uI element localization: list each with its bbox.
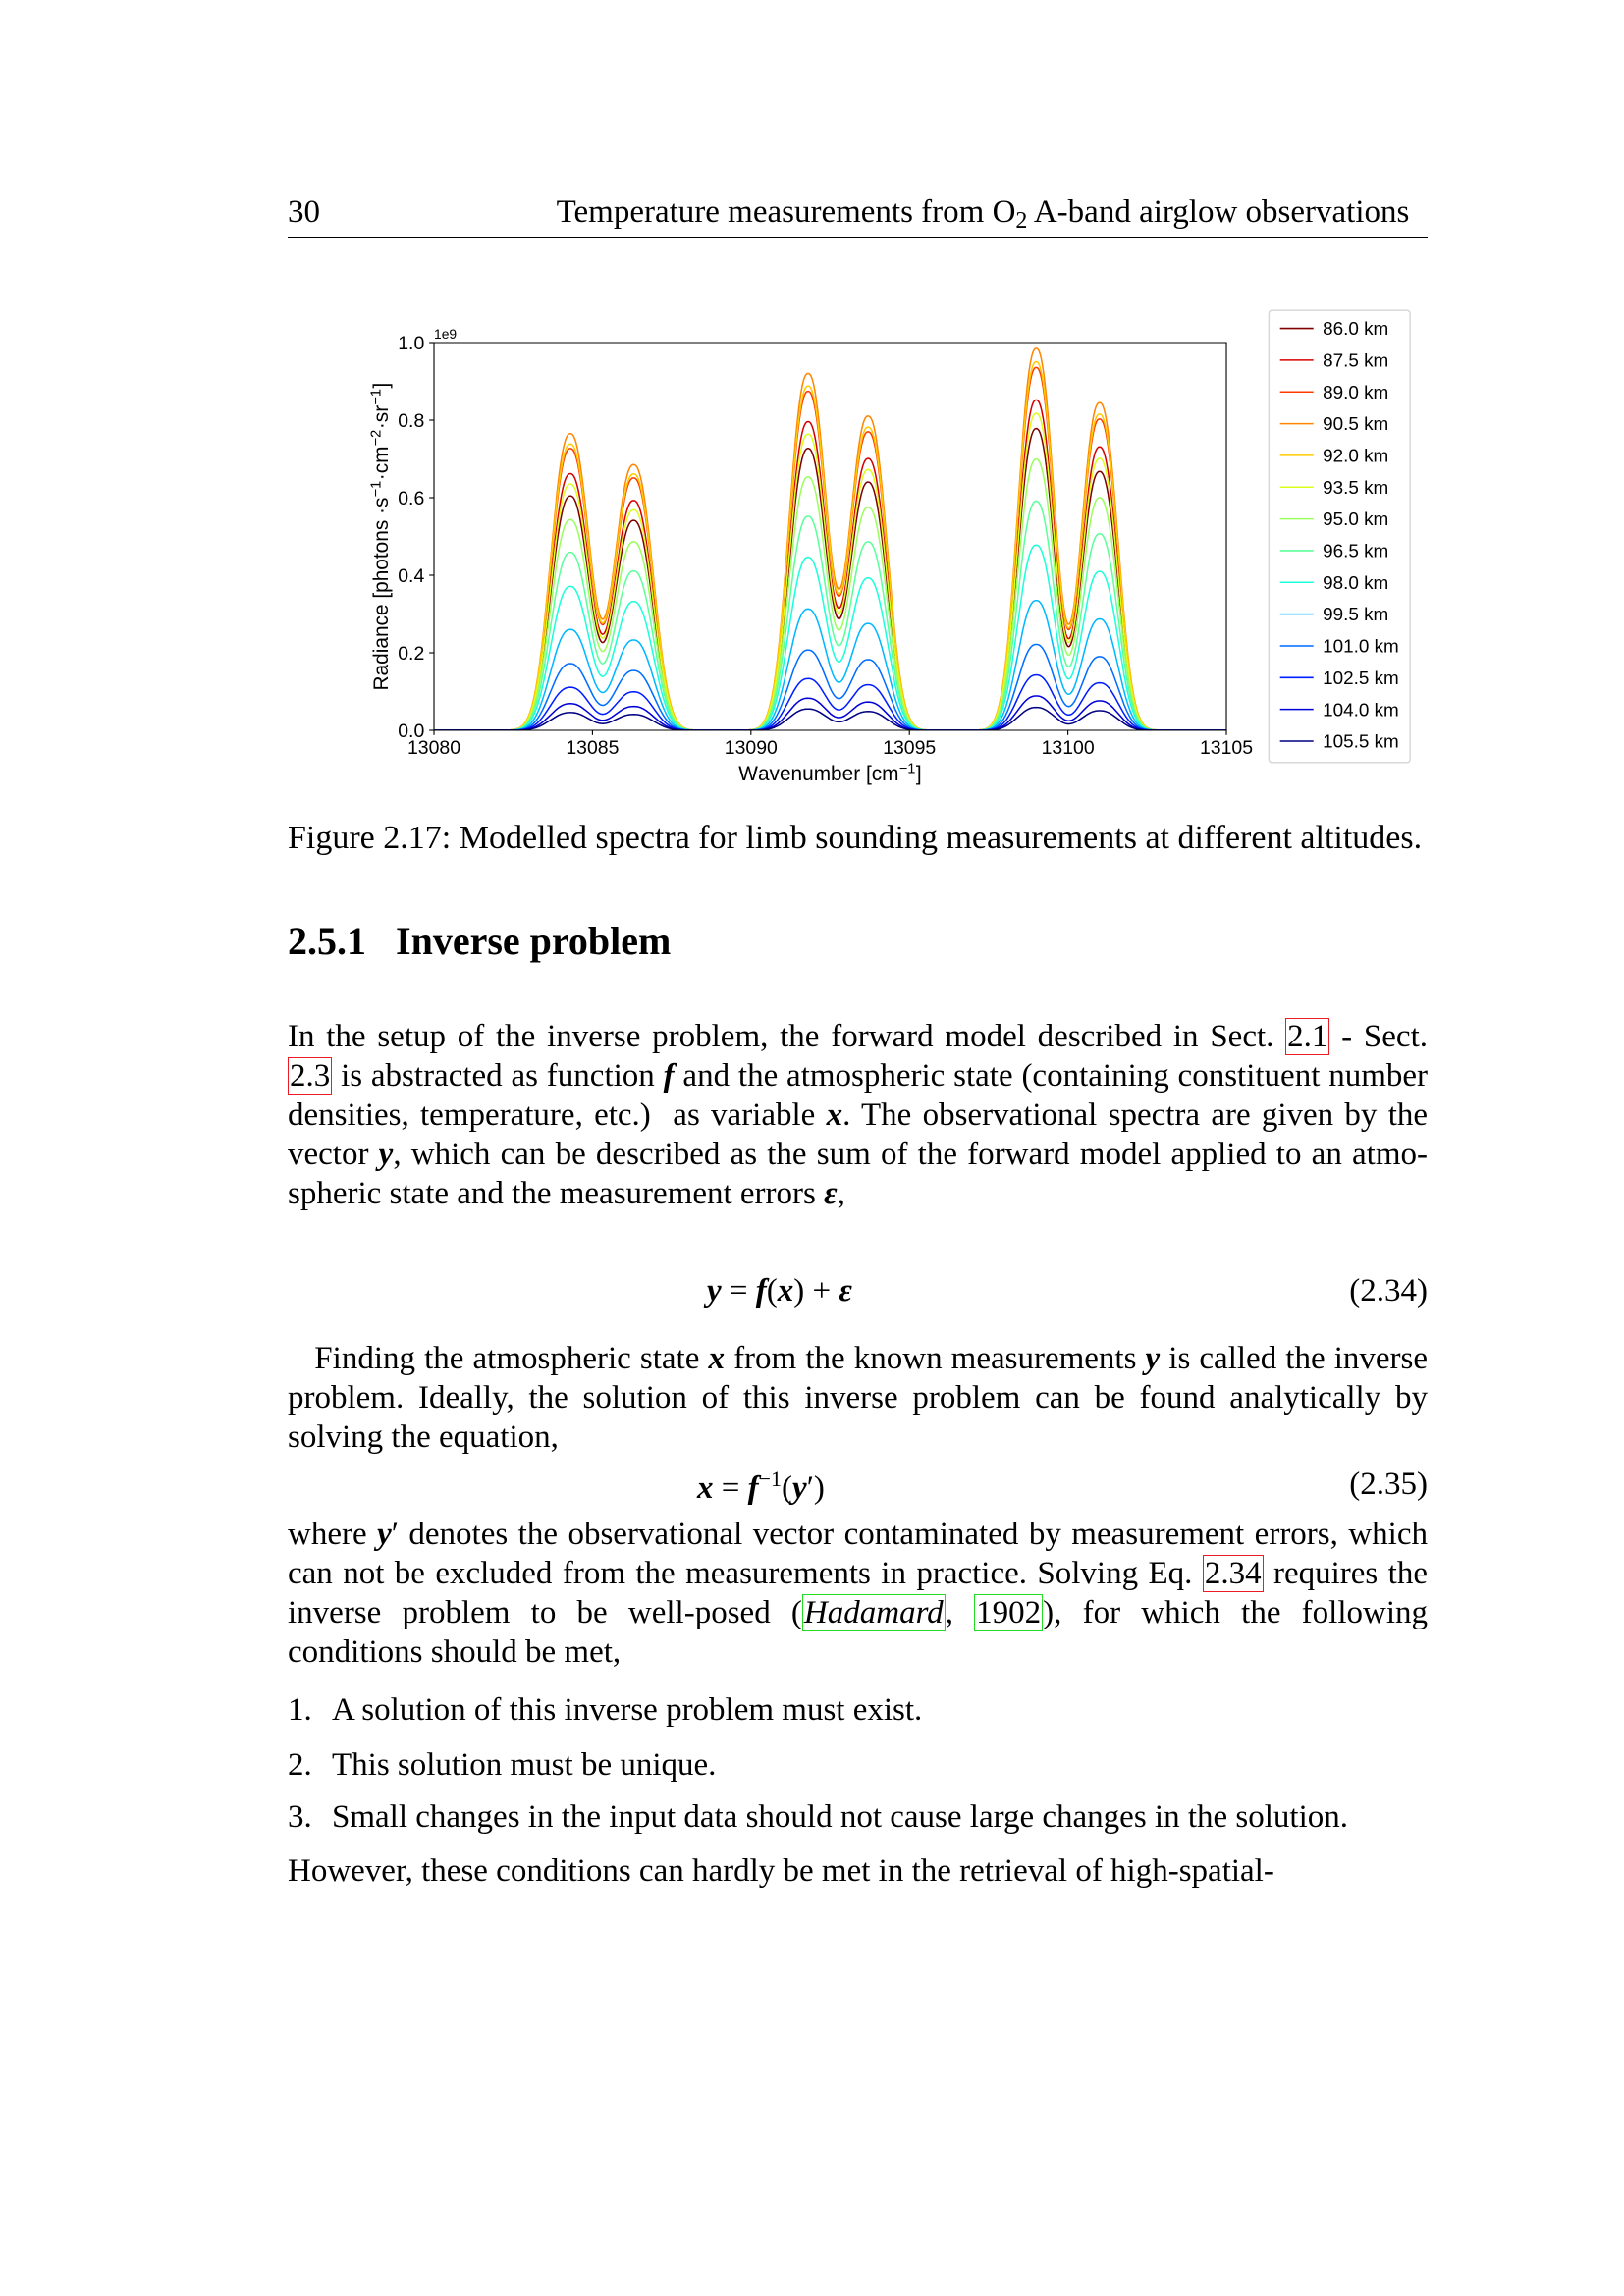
svg-text:87.5 km: 87.5 km <box>1323 351 1388 372</box>
svg-text:90.5 km: 90.5 km <box>1323 414 1388 435</box>
svg-text:0.8: 0.8 <box>398 410 424 432</box>
svg-text:1e9: 1e9 <box>434 326 457 342</box>
svg-text:13090: 13090 <box>725 737 778 759</box>
svg-text:96.5 km: 96.5 km <box>1323 542 1388 562</box>
svg-text:13105: 13105 <box>1200 737 1253 759</box>
svg-text:99.5 km: 99.5 km <box>1323 605 1388 625</box>
svg-text:92.0 km: 92.0 km <box>1323 447 1388 467</box>
svg-text:86.0 km: 86.0 km <box>1323 319 1388 340</box>
svg-text:95.0 km: 95.0 km <box>1323 509 1388 530</box>
svg-text:105.5 km: 105.5 km <box>1323 732 1399 753</box>
svg-text:1.0: 1.0 <box>398 333 424 354</box>
svg-text:13100: 13100 <box>1042 737 1095 759</box>
svg-text:104.0 km: 104.0 km <box>1323 700 1399 721</box>
svg-text:98.0 km: 98.0 km <box>1323 573 1388 594</box>
svg-text:0.4: 0.4 <box>398 565 424 587</box>
svg-text:101.0 km: 101.0 km <box>1323 637 1399 658</box>
svg-text:0.6: 0.6 <box>398 488 424 509</box>
svg-text:89.0 km: 89.0 km <box>1323 383 1388 403</box>
svg-text:0.2: 0.2 <box>398 643 424 665</box>
svg-text:0.0: 0.0 <box>398 721 424 742</box>
svg-text:93.5 km: 93.5 km <box>1323 478 1388 499</box>
svg-text:102.5 km: 102.5 km <box>1323 668 1399 689</box>
svg-text:13085: 13085 <box>566 737 619 759</box>
